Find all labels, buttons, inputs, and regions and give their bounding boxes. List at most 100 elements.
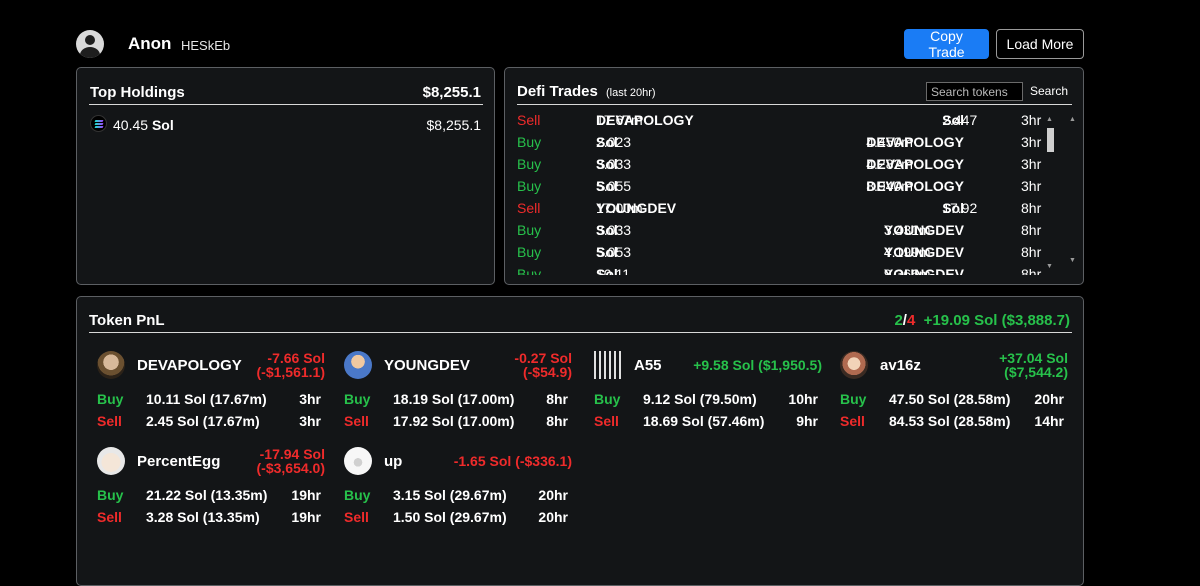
buy-label: Buy [344,487,371,503]
title-divider [517,104,1072,105]
trade-out: 4.199m YOUNGDEV [883,244,964,260]
buy-time: 20hr [538,487,568,503]
trade-in: 5.055 Sol [596,178,632,194]
token-name[interactable]: YOUNGDEV [384,357,470,374]
token-pnl-card[interactable]: up -1.65 Sol (-$336.1) Buy 3.15 Sol (29.67m… [344,447,572,537]
sell-time: 8hr [546,413,568,429]
sell-label: Sell [344,413,369,429]
sell-label: Sell [840,413,865,429]
buy-amount: 9.12 Sol (79.50m) [643,391,757,407]
trade-row[interactable]: Buy 3.033 Sol 3.431m YOUNGDEV 8hr [505,222,1051,244]
trade-in: 3.033 Sol [596,222,632,238]
av16z-avatar-icon [840,351,868,379]
panel-scrollbar[interactable]: ▲ ▼ [1069,116,1076,264]
trade-in: 3.033 Sol [596,156,632,172]
trade-side: Buy [517,222,542,238]
a55-building-icon [594,351,622,379]
buy-amount: 10.11 Sol (17.67m) [146,391,267,407]
user-handle[interactable]: HESkEb [181,38,231,53]
holdings-total: $8,255.1 [422,84,481,101]
up-cat-icon [344,447,372,475]
trade-out: 8.940m DEVAPOLOGY [866,178,964,194]
defi-trades-title: Defi Trades [517,83,598,100]
sell-label: Sell [594,413,619,429]
user-avatar-icon[interactable] [76,30,104,58]
trade-row[interactable]: Sell 17.00m YOUNGDEV 17.92 Sol 8hr [505,200,1051,222]
buy-amount: 21.22 Sol (13.35m) [146,487,268,503]
trade-out: 2.447 Sol [942,112,978,128]
buy-row: Buy 18.19 Sol (17.00m) 8hr [344,391,572,409]
holding-amount: 40.45 Sol [113,117,174,133]
search-button[interactable]: Search [1030,84,1069,98]
trade-side: Sell [517,200,541,216]
token-pnl-card[interactable]: PercentEgg -17.94 Sol (-$3,654.0) Buy 21.22 … [97,447,325,537]
trade-side: Sell [517,112,541,128]
trade-row[interactable]: Buy 10.11 Sol 9.366m YOUNGDEV 8hr [505,266,1051,275]
scrollbar-thumb[interactable] [1047,128,1054,152]
buy-amount: 3.15 Sol (29.67m) [393,487,507,503]
sell-row: Sell 18.69 Sol (57.46m) 9hr [594,413,822,431]
buy-amount: 18.19 Sol (17.00m) [393,391,515,407]
trade-time: 3hr [1021,134,1042,150]
token-name[interactable]: PercentEgg [137,453,221,470]
trade-row[interactable]: Buy 2.023 Sol 4.450m DEVAPOLOGY 3hr [505,134,1051,156]
load-more-button[interactable]: Load More [996,29,1084,59]
sell-label: Sell [97,509,122,525]
token-pnl-card[interactable]: DEVAPOLOGY -7.66 Sol (-$1,561.1) Buy 10.11 S… [97,351,325,441]
buy-label: Buy [97,391,124,407]
trade-time: 8hr [1021,222,1042,238]
trade-time: 3hr [1021,156,1042,172]
defi-trades-subtitle: (last 20hr) [606,87,656,99]
trade-time: 3hr [1021,112,1042,128]
trade-row[interactable]: Sell 17.67m DEVAPOLOGY 2.447 Sol 3hr [505,112,1051,134]
trade-row[interactable]: Buy 5.053 Sol 4.199m YOUNGDEV 8hr [505,244,1051,266]
trade-row[interactable]: Buy 3.033 Sol 4.282m DEVAPOLOGY 3hr [505,156,1051,178]
buy-label: Buy [840,391,867,407]
trade-in: 5.053 Sol [596,244,632,260]
buy-amount: 47.50 Sol (28.58m) [889,391,1011,407]
sell-row: Sell 1.50 Sol (29.67m) 20hr [344,509,572,527]
sell-label: Sell [97,413,122,429]
token-pnl-card[interactable]: av16z +37.04 Sol ($7,544.2) Buy 47.50 Sol (2… [840,351,1068,441]
trade-side: Buy [517,178,542,194]
buy-label: Buy [344,391,371,407]
buy-time: 19hr [291,487,321,503]
trade-side: Buy [517,266,542,275]
buy-row: Buy 21.22 Sol (13.35m) 19hr [97,487,325,505]
trade-row[interactable]: Buy 5.055 Sol 8.940m DEVAPOLOGY 3hr [505,178,1051,200]
copy-trade-button[interactable]: Copy Trade [904,28,989,60]
trade-out: 3.431m YOUNGDEV [883,222,964,238]
token-name[interactable]: up [384,453,403,470]
sell-time: 19hr [291,509,321,525]
holding-value: $8,255.1 [426,117,482,133]
sell-time: 14hr [1034,413,1064,429]
trade-side: Buy [517,134,542,150]
trade-in: 10.11 Sol [596,266,630,275]
token-name[interactable]: DEVAPOLOGY [137,357,242,374]
token-name[interactable]: A55 [634,357,662,374]
token-pnl-panel: Token PnL 2/4 +19.09 Sol ($3,888.7) DEVA… [76,296,1084,586]
buy-row: Buy 9.12 Sol (79.50m) 10hr [594,391,822,409]
sell-row: Sell 3.28 Sol (13.35m) 19hr [97,509,325,527]
sell-amount: 2.45 Sol (17.67m) [146,413,260,429]
sell-row: Sell 84.53 Sol (28.58m) 14hr [840,413,1068,431]
sell-amount: 84.53 Sol (28.58m) [889,413,1011,429]
search-tokens-input[interactable] [926,82,1023,101]
token-pnl-title: Token PnL [89,312,165,329]
top-holdings-panel: Top Holdings $8,255.1 40.45 Sol $8,255.1 [76,67,495,285]
buy-row: Buy 3.15 Sol (29.67m) 20hr [344,487,572,505]
sell-amount: 17.92 Sol (17.00m) [393,413,515,429]
profile-header: Anon HESkEb Copy Trade Load More [76,28,1084,60]
pnl-summary: 2/4 +19.09 Sol ($3,888.7) [894,312,1070,329]
token-pnl-card[interactable]: A55 +9.58 Sol ($1,950.5) Buy 9.12 Sol (79.5… [594,351,822,441]
token-name[interactable]: av16z [880,357,921,374]
trades-list[interactable]: Sell 17.67m DEVAPOLOGY 2.447 Sol 3hr Buy 2.02… [505,112,1051,275]
sell-amount: 1.50 Sol (29.67m) [393,509,507,525]
sell-time: 3hr [299,413,321,429]
buy-row: Buy 47.50 Sol (28.58m) 20hr [840,391,1068,409]
token-pnl-value: -0.27 Sol (-$54.9) [514,350,572,380]
trade-in: 17.67m DEVAPOLOGY [596,112,694,128]
title-divider [89,104,483,105]
token-pnl-card[interactable]: YOUNGDEV -0.27 Sol (-$54.9) Buy 18.19 Sol (1… [344,351,572,441]
trades-scrollbar[interactable]: ▲ ▼ [1046,116,1054,270]
